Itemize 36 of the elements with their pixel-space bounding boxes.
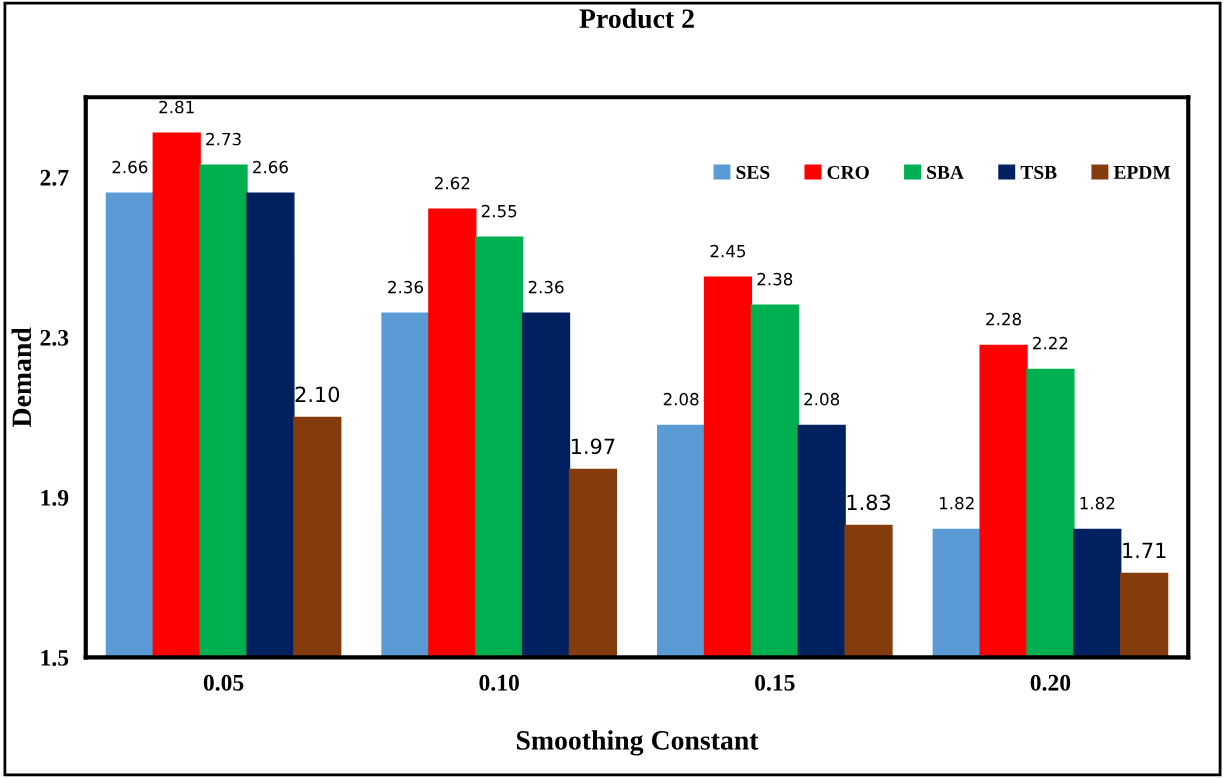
data-label: 2.36 [528, 280, 564, 294]
chart-title: Product 2 [579, 8, 694, 29]
y-tick-label: 1.9 [41, 489, 69, 506]
x-tick-label: 0.15 [755, 674, 795, 691]
data-label: 2.28 [986, 312, 1021, 326]
legend-label: CRO [827, 165, 869, 179]
x-tick-label: 0.10 [479, 674, 519, 691]
legend-label: SES [736, 165, 770, 179]
x-tick-label: 0.05 [203, 674, 244, 691]
data-label: 2.08 [804, 392, 840, 406]
data-label: 2.22 [1033, 336, 1068, 350]
x-tick-label: 0.20 [1030, 674, 1071, 691]
data-label: 2.55 [481, 204, 517, 218]
data-label: 2.38 [757, 272, 793, 286]
data-label: 1.97 [572, 438, 615, 455]
data-label: 2.62 [435, 176, 470, 190]
data-label: 2.10 [295, 386, 340, 403]
legend-label: SBA [927, 165, 964, 179]
data-label: 2.73 [206, 132, 241, 146]
y-tick-label: 2.3 [40, 329, 69, 346]
y-tick-label: 1.5 [41, 650, 69, 666]
y-axis-title: Demand [11, 327, 32, 427]
legend-label: TSB [1020, 165, 1057, 179]
y-tick-label: 2.7 [40, 169, 69, 186]
data-label: 2.66 [112, 160, 148, 174]
data-label: 2.66 [253, 160, 288, 174]
data-label: 1.83 [847, 494, 891, 511]
data-label: 2.45 [710, 244, 746, 258]
data-label: 2.81 [159, 100, 194, 114]
data-label: 2.36 [388, 280, 423, 294]
data-label: 1.71 [1123, 542, 1166, 558]
data-label: 1.82 [1080, 496, 1115, 510]
x-axis-title: Smoothing Constant [516, 730, 759, 756]
data-label: 1.82 [940, 496, 974, 510]
data-label: 2.08 [663, 392, 699, 406]
legend-label: EPDM [1113, 166, 1171, 179]
